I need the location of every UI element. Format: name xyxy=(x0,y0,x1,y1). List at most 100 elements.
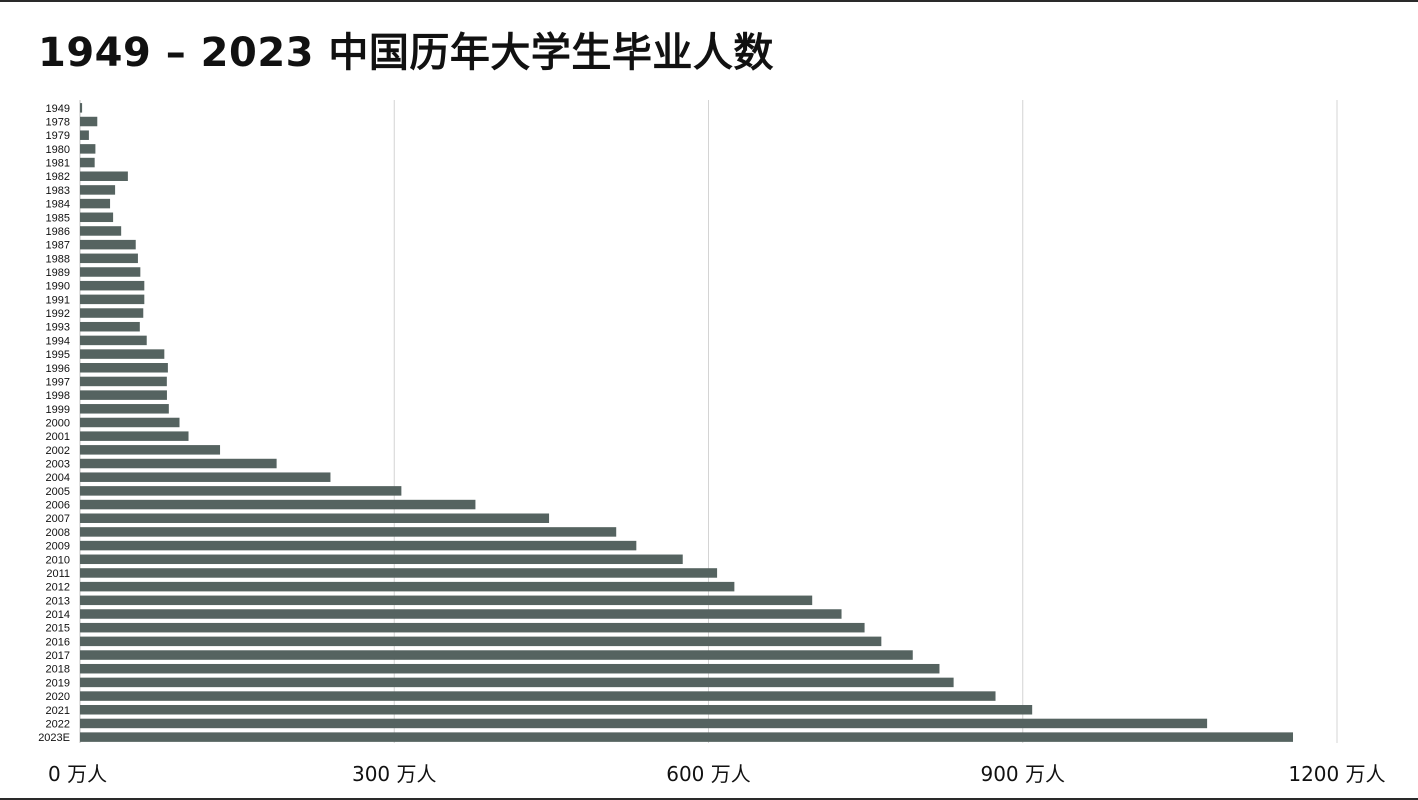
bar-1987 xyxy=(80,239,136,250)
bar-1979 xyxy=(80,130,89,140)
bar-1984 xyxy=(80,198,111,209)
category-label-1985: 1985 xyxy=(46,212,70,224)
category-label-1998: 1998 xyxy=(46,390,70,402)
x-axis-tick-labels: 0 万人 300 万人 600 万人 900 万人 1200 万人 xyxy=(48,762,1386,786)
category-label-1996: 1996 xyxy=(46,363,70,375)
bar-1991 xyxy=(80,294,145,305)
x-tick-label-0: 0 万人 xyxy=(48,762,107,786)
bar-1978 xyxy=(80,116,98,127)
category-label-1991: 1991 xyxy=(46,294,70,306)
category-label-1979: 1979 xyxy=(46,130,70,142)
bar-2013 xyxy=(80,595,813,606)
category-label-1995: 1995 xyxy=(46,349,70,361)
bar-1990 xyxy=(80,280,145,291)
category-label-1987: 1987 xyxy=(46,240,70,252)
bar-1989 xyxy=(80,267,141,277)
category-label-1982: 1982 xyxy=(46,171,70,183)
category-label-2008: 2008 xyxy=(46,527,70,539)
bar-2019 xyxy=(80,677,954,688)
bar-1988 xyxy=(80,253,138,264)
bar-1986 xyxy=(80,226,122,236)
bar-2018 xyxy=(80,663,940,674)
category-label-1980: 1980 xyxy=(46,144,70,156)
category-label-2001: 2001 xyxy=(46,431,70,443)
bar-2009 xyxy=(80,540,637,551)
bar-1983 xyxy=(80,185,116,195)
category-label-2015: 2015 xyxy=(46,623,70,635)
bar-2002 xyxy=(80,445,221,455)
category-label-1978: 1978 xyxy=(46,117,70,129)
category-label-1988: 1988 xyxy=(46,253,70,265)
category-label-1997: 1997 xyxy=(46,376,70,388)
bottom-border xyxy=(0,798,1418,800)
bar-1995 xyxy=(80,349,165,359)
bar-2006 xyxy=(80,499,476,510)
category-label-2009: 2009 xyxy=(46,541,70,553)
category-label-2002: 2002 xyxy=(46,445,70,457)
category-label-2020: 2020 xyxy=(46,691,70,703)
bar-2004 xyxy=(80,472,331,482)
bar-1997 xyxy=(80,376,167,387)
category-label-2000: 2000 xyxy=(46,417,70,429)
category-label-1989: 1989 xyxy=(46,267,70,279)
bar-1980 xyxy=(80,144,96,154)
bar-2011 xyxy=(80,568,718,578)
category-label-2017: 2017 xyxy=(46,650,70,662)
bar-2023E xyxy=(80,732,1294,742)
bar-2000 xyxy=(80,417,180,428)
category-label-1994: 1994 xyxy=(46,335,70,347)
bar-2015 xyxy=(80,622,865,633)
bar-2012 xyxy=(80,581,735,592)
category-label-1999: 1999 xyxy=(46,404,70,416)
category-label-2018: 2018 xyxy=(46,664,70,676)
top-border xyxy=(0,0,1418,2)
bar-2005 xyxy=(80,486,402,496)
bar-2021 xyxy=(80,705,1033,715)
bar-2022 xyxy=(80,718,1208,729)
bar-2001 xyxy=(80,431,189,441)
category-label-1984: 1984 xyxy=(46,199,70,211)
bar-2007 xyxy=(80,513,550,523)
bar-1999 xyxy=(80,404,169,414)
bar-1994 xyxy=(80,335,147,346)
bar-2003 xyxy=(80,458,277,469)
bar-2017 xyxy=(80,650,913,660)
category-label-2013: 2013 xyxy=(46,595,70,607)
grid-lines xyxy=(79,100,1338,743)
bar-1981 xyxy=(80,157,95,168)
category-label-2022: 2022 xyxy=(46,718,70,730)
category-label-2007: 2007 xyxy=(46,513,70,525)
category-label-2021: 2021 xyxy=(46,705,70,717)
x-tick-label-300: 300 万人 xyxy=(352,762,437,786)
chart-title: 1949 – 2023 中国历年大学生毕业人数 xyxy=(38,30,774,76)
category-label-2011: 2011 xyxy=(46,568,70,580)
bar-1985 xyxy=(80,212,114,223)
x-tick-label-900: 900 万人 xyxy=(980,762,1065,786)
category-label-2004: 2004 xyxy=(46,472,70,484)
x-tick-label-600: 600 万人 xyxy=(666,762,751,786)
bar-1992 xyxy=(80,308,144,318)
category-label-2003: 2003 xyxy=(46,459,70,471)
category-label-1981: 1981 xyxy=(46,158,70,170)
bar-1993 xyxy=(80,321,140,332)
category-label-1983: 1983 xyxy=(46,185,70,197)
category-label-2016: 2016 xyxy=(46,636,70,648)
bar-1996 xyxy=(80,363,168,373)
category-label-2010: 2010 xyxy=(46,554,70,566)
category-label-2005: 2005 xyxy=(46,486,70,498)
bar-2014 xyxy=(80,609,842,619)
bar-2010 xyxy=(80,554,683,565)
bar-1949 xyxy=(80,103,83,113)
category-label-1986: 1986 xyxy=(46,226,70,238)
x-tick-label-1200: 1200 万人 xyxy=(1288,762,1385,786)
bar-2016 xyxy=(80,636,882,647)
category-label-1949: 1949 xyxy=(46,103,70,115)
bars xyxy=(80,103,1294,742)
bar-1982 xyxy=(80,171,128,181)
category-label-2019: 2019 xyxy=(46,677,70,689)
category-label-1993: 1993 xyxy=(46,322,70,334)
bar-2020 xyxy=(80,691,996,701)
